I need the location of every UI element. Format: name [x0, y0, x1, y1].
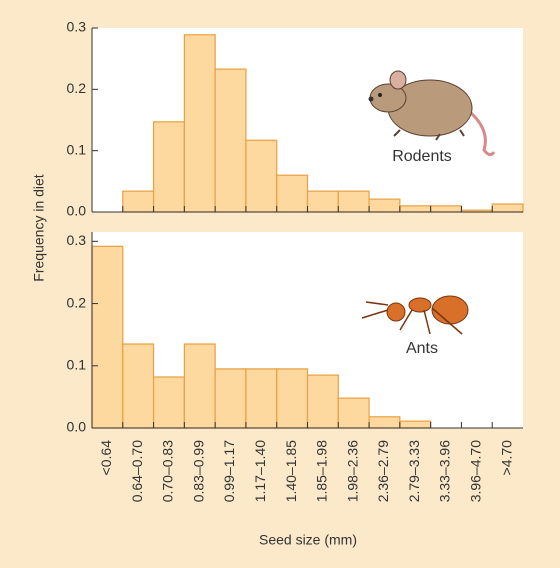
- bar: [306, 374, 339, 429]
- bar: [183, 343, 216, 429]
- x-axis-label: Seed size (mm): [259, 532, 357, 548]
- bar: [245, 139, 278, 213]
- ant-icon: [361, 295, 469, 335]
- bar: [245, 368, 278, 429]
- bar: [491, 203, 524, 213]
- y-tick-label: 0.2: [67, 80, 87, 96]
- bar: [399, 420, 432, 429]
- y-tick-label: 0.3: [67, 232, 87, 248]
- x-tick-label: 0.99–1.17: [221, 440, 237, 502]
- y-tick-label: 0.1: [67, 141, 87, 157]
- y-tick-label: 0.1: [67, 356, 87, 372]
- x-tick-label: <0.64: [98, 440, 114, 476]
- rodent-icon: [368, 70, 496, 157]
- x-tick-label: 3.33–3.96: [437, 440, 453, 502]
- bar: [337, 397, 370, 429]
- panel-label: Ants: [406, 340, 438, 357]
- bar: [152, 376, 185, 429]
- bar: [152, 121, 185, 213]
- bar: [91, 245, 124, 429]
- bar: [368, 198, 401, 213]
- bar: [399, 205, 432, 213]
- panel-label: Rodents: [392, 148, 452, 165]
- x-tick-label: 0.70–0.83: [160, 440, 176, 502]
- bar: [430, 205, 463, 213]
- x-tick-label: >4.70: [498, 440, 514, 476]
- x-tick-label: 0.64–0.70: [129, 440, 145, 502]
- bar: [276, 174, 309, 213]
- x-tick-label: 1.17–1.40: [252, 440, 268, 502]
- bar: [337, 190, 370, 213]
- y-tick-label: 0.0: [67, 203, 87, 219]
- x-tick-label: 1.85–1.98: [314, 440, 330, 502]
- bar: [214, 68, 247, 213]
- y-tick-label: 0.2: [67, 294, 87, 310]
- y-tick-label: 0.3: [67, 19, 87, 35]
- x-tick-label: 0.83–0.99: [190, 440, 206, 502]
- bar: [214, 368, 247, 429]
- y-axis-label: Frequency in diet: [31, 174, 47, 282]
- bar: [122, 190, 155, 213]
- x-tick-label: 1.98–2.36: [344, 440, 360, 502]
- bar: [368, 416, 401, 429]
- x-tick-label: 2.36–2.79: [375, 440, 391, 502]
- bar: [183, 34, 216, 213]
- bar: [276, 368, 309, 429]
- x-tick-label: 2.79–3.33: [406, 440, 422, 502]
- x-tick-label: 1.40–1.85: [283, 440, 299, 502]
- y-tick-label: 0.0: [67, 419, 87, 435]
- x-tick-label: 3.96–4.70: [468, 440, 484, 502]
- bar: [306, 190, 339, 213]
- bar: [122, 343, 155, 429]
